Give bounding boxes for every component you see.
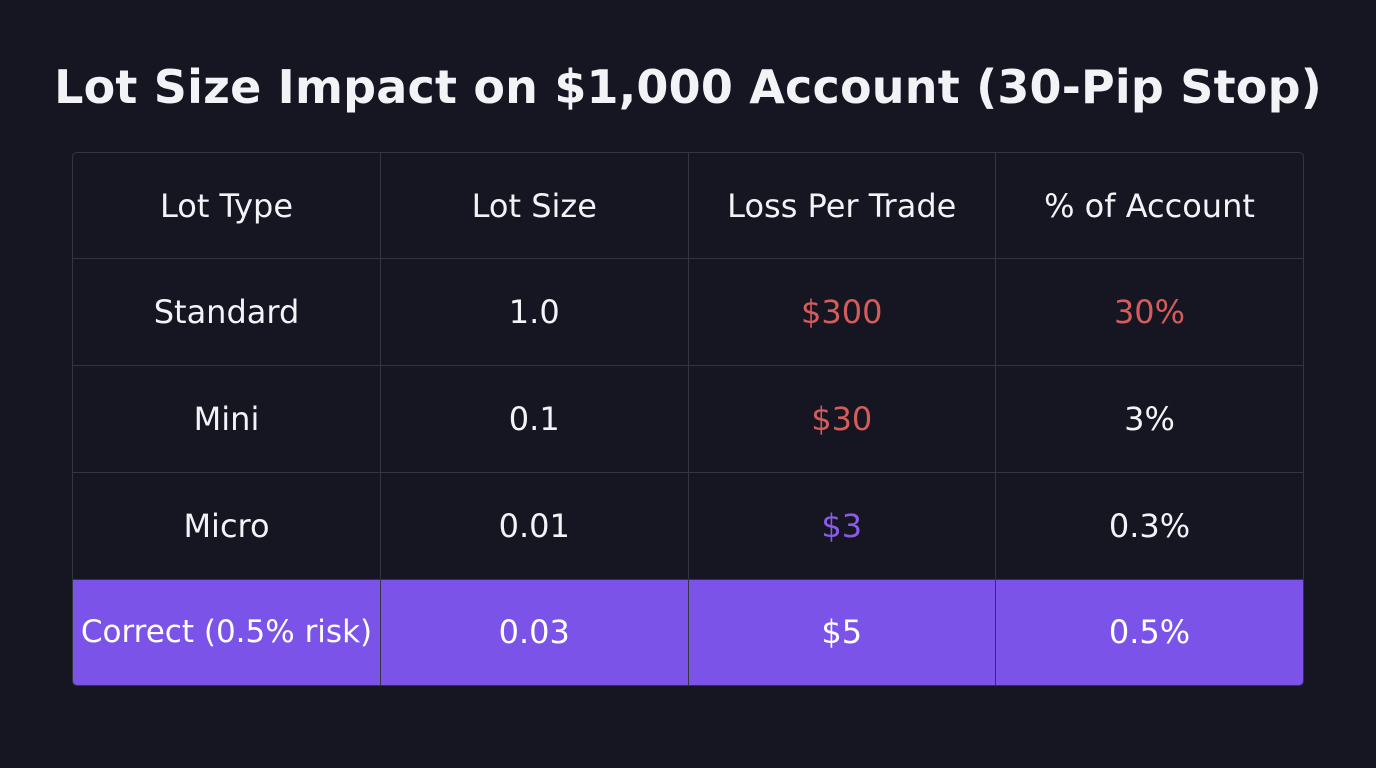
lot-size-cell: 0.01	[380, 471, 689, 580]
percent-of-account-cell: 0.5%	[995, 578, 1303, 685]
loss-per-trade-cell: $30	[687, 365, 996, 473]
highlighted-row: Correct (0.5% risk) 0.03 $5 0.5%	[73, 578, 1303, 685]
lot-type-cell: Correct (0.5% risk)	[73, 578, 381, 685]
header-row: Lot Type Lot Size Loss Per Trade % of Ac…	[73, 153, 1303, 260]
chart-title: Lot Size Impact on $1,000 Account (30-Pi…	[54, 60, 1322, 114]
percent-of-account-cell: 0.3%	[995, 471, 1303, 580]
loss-per-trade-cell: $5	[687, 578, 996, 685]
data-table: Lot Type Lot Size Loss Per Trade % of Ac…	[73, 153, 1303, 685]
column-header: % of Account	[995, 153, 1303, 260]
column-header: Loss Per Trade	[687, 153, 996, 260]
lot-type-cell: Micro	[73, 471, 381, 580]
lot-size-cell: 0.03	[380, 578, 689, 685]
loss-per-trade-cell: $300	[687, 258, 996, 366]
column-header: Lot Type	[73, 153, 381, 260]
lot-size-cell: 1.0	[380, 258, 689, 366]
table-row: Mini 0.1 $30 3%	[73, 365, 1303, 473]
lot-size-table: Lot Type Lot Size Loss Per Trade % of Ac…	[72, 152, 1304, 686]
column-header: Lot Size	[380, 153, 689, 260]
lot-type-cell: Standard	[73, 258, 381, 366]
table-row: Micro 0.01 $3 0.3%	[73, 471, 1303, 580]
loss-per-trade-cell: $3	[687, 471, 996, 580]
table-row: Standard 1.0 $300 30%	[73, 258, 1303, 366]
percent-of-account-cell: 3%	[995, 365, 1303, 473]
lot-type-cell: Mini	[73, 365, 381, 473]
lot-size-cell: 0.1	[380, 365, 689, 473]
percent-of-account-cell: 30%	[995, 258, 1303, 366]
